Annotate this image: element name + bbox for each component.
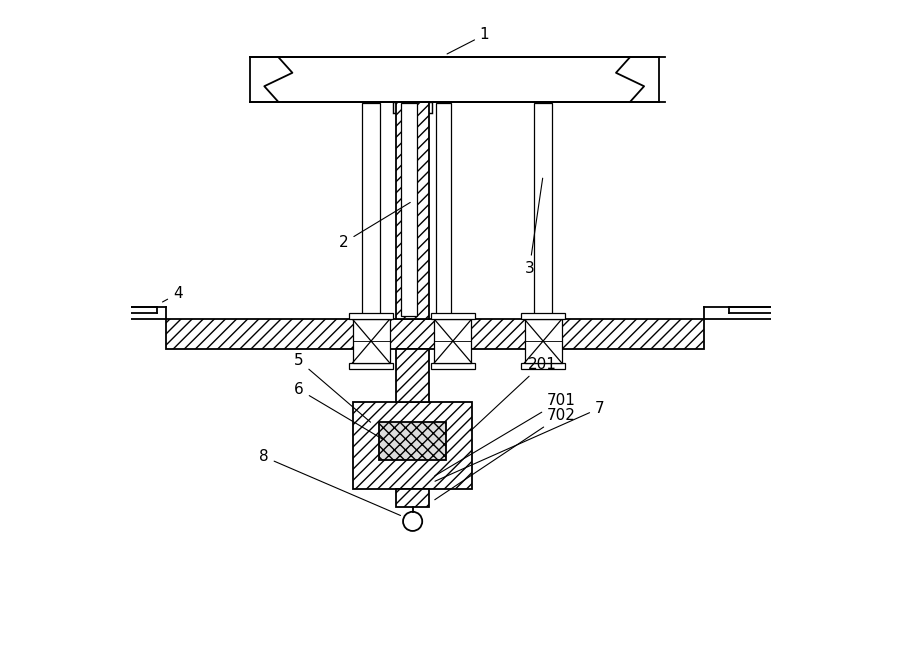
Bar [237,54,281,105]
Text: 3: 3 [525,178,543,275]
Bar [393,102,432,114]
Bar [354,402,472,489]
Bar [627,54,672,105]
Bar [396,350,429,402]
Text: 701: 701 [435,393,575,476]
Bar [430,313,475,319]
Bar [520,362,566,369]
Text: 6: 6 [294,382,383,439]
Text: 8: 8 [259,450,400,515]
Bar [520,313,566,319]
Bar [353,319,390,362]
Bar [435,319,472,362]
Bar [244,57,665,102]
Bar [396,102,429,319]
Bar [396,489,429,507]
Bar [349,362,393,369]
Bar [379,422,446,460]
Text: 1: 1 [447,27,490,54]
Bar [362,103,380,316]
Bar [400,103,417,316]
Bar [349,313,393,319]
Text: 702: 702 [435,408,575,500]
Text: 5: 5 [294,353,371,422]
Bar [525,319,562,362]
Bar [534,103,552,316]
Bar [436,103,451,316]
Text: 2: 2 [339,203,410,250]
Bar [430,362,475,369]
Text: 201: 201 [471,357,557,431]
Text: 4: 4 [162,286,182,302]
Bar [167,319,704,350]
Text: 7: 7 [435,401,604,481]
